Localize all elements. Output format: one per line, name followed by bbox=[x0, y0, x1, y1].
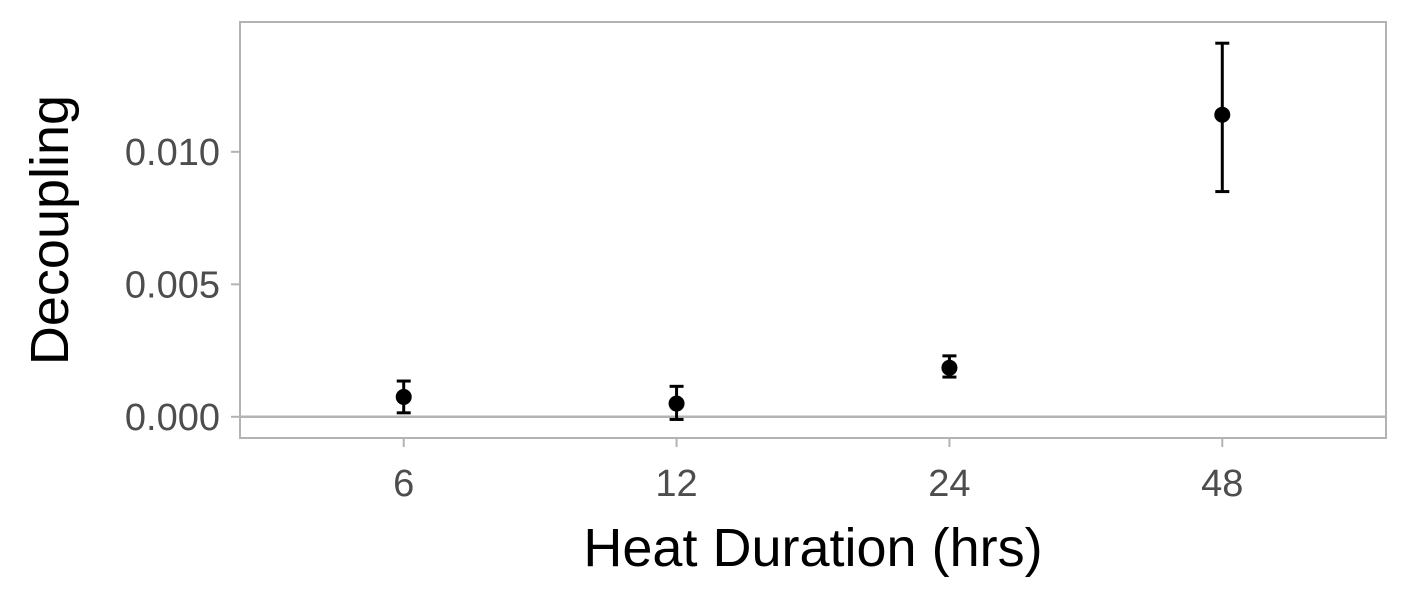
data-point-group bbox=[1214, 41, 1231, 194]
data-point bbox=[395, 388, 412, 405]
data-point bbox=[941, 359, 958, 376]
data-point-group bbox=[941, 354, 958, 379]
y-tick-label: 0.000 bbox=[125, 397, 220, 439]
x-tick-label: 12 bbox=[655, 463, 697, 505]
x-tick-label: 48 bbox=[1201, 463, 1243, 505]
data-point-group bbox=[668, 384, 685, 421]
data-point bbox=[668, 395, 685, 412]
y-tick-label: 0.010 bbox=[125, 132, 220, 174]
data-point-group bbox=[395, 379, 412, 415]
plot-panel-frame bbox=[239, 21, 1387, 439]
data-series bbox=[395, 41, 1231, 421]
y-axis: 0.000 0.005 0.010 bbox=[125, 132, 240, 439]
y-tick-label: 0.005 bbox=[125, 264, 220, 306]
x-tick-label: 24 bbox=[928, 463, 970, 505]
data-point bbox=[1214, 106, 1231, 123]
x-axis: 6 12 24 48 bbox=[393, 438, 1243, 505]
x-axis-title: Heat Duration (hrs) bbox=[583, 518, 1042, 578]
y-axis-title: Decoupling bbox=[20, 95, 80, 365]
x-tick-label: 6 bbox=[393, 463, 414, 505]
